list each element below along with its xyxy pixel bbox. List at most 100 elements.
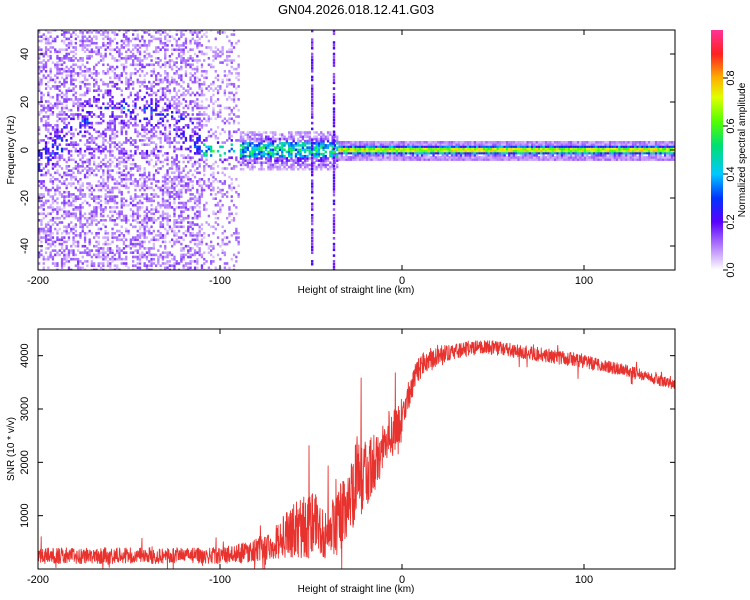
heatmap-cell <box>145 251 149 254</box>
heatmap-cell <box>212 50 215 54</box>
heatmap-cell <box>63 54 66 58</box>
heatmap-cell <box>65 227 68 231</box>
heatmap-cell <box>453 154 456 157</box>
heatmap-cell <box>44 214 48 218</box>
heatmap-cell <box>453 145 456 148</box>
heatmap-cell <box>111 141 114 144</box>
heatmap-cell <box>336 146 339 149</box>
heatmap-cell <box>476 149 479 153</box>
heatmap-cell <box>354 151 357 155</box>
heatmap-cell <box>40 180 43 183</box>
heatmap-cell <box>93 216 96 220</box>
heatmap-cell <box>313 135 316 139</box>
heatmap-cell <box>152 208 155 211</box>
heatmap-cell <box>453 156 456 159</box>
heatmap-cell <box>72 143 75 146</box>
heatmap-cell <box>285 142 288 145</box>
heatmap-cell <box>118 255 121 259</box>
heatmap-cell <box>173 117 176 121</box>
heatmap-cell <box>416 143 419 146</box>
heatmap-cell <box>226 216 229 220</box>
heatmap-cell <box>83 119 87 123</box>
heatmap-cell <box>166 134 169 138</box>
heatmap-cell <box>86 175 89 179</box>
heatmap-cell <box>177 225 181 229</box>
heatmap-cell <box>159 39 162 43</box>
heatmap-cell <box>196 180 199 183</box>
heatmap-cell <box>239 133 243 136</box>
heatmap-cell <box>262 139 265 143</box>
heatmap-cell <box>99 30 103 32</box>
heatmap-cell <box>173 257 176 261</box>
heatmap-cell <box>65 240 68 244</box>
heatmap-cell <box>182 186 185 190</box>
heatmap-cell <box>132 108 135 112</box>
heatmap-cell <box>148 260 151 263</box>
heatmap-cell <box>308 157 311 160</box>
heatmap-cell <box>109 143 112 146</box>
heatmap-cell <box>164 266 167 270</box>
heatmap-cell <box>434 156 437 159</box>
heatmap-cell <box>95 268 98 270</box>
heatmap-cell <box>242 159 245 162</box>
heatmap-cell <box>251 150 254 154</box>
heatmap-cell <box>331 148 334 152</box>
heatmap-cell <box>109 195 112 198</box>
heatmap-cell <box>214 113 217 116</box>
heatmap-cell <box>304 131 307 134</box>
heatmap-cell <box>148 160 151 164</box>
heatmap-cell <box>180 188 183 192</box>
heatmap-cell <box>54 124 57 127</box>
heatmap-cell <box>111 178 114 181</box>
heatmap-cell <box>116 82 119 86</box>
heatmap-cell <box>322 154 325 158</box>
heatmap-cell <box>409 143 412 146</box>
heatmap-cell <box>145 175 149 179</box>
heatmap-cell <box>210 128 213 131</box>
heatmap-cell <box>187 225 190 229</box>
heatmap-cell <box>237 236 240 239</box>
heatmap-cell <box>210 65 213 69</box>
heatmap-cell <box>164 190 167 194</box>
heatmap-cell <box>407 141 410 144</box>
heatmap-cell <box>232 119 236 123</box>
heatmap-cell <box>196 70 199 73</box>
heatmap-cell <box>106 186 110 190</box>
heatmap-cell <box>152 126 155 129</box>
heatmap-cell <box>251 142 254 145</box>
heatmap-cell <box>297 152 300 156</box>
heatmap-cell <box>345 141 348 144</box>
heatmap-cell <box>118 212 121 216</box>
heatmap-cell <box>54 141 57 144</box>
heatmap-cell <box>93 253 96 257</box>
heatmap-cell <box>189 221 192 224</box>
heatmap-cell <box>132 167 135 170</box>
heatmap-cell <box>60 221 64 224</box>
heatmap-cell <box>77 102 80 105</box>
heatmap-cell <box>161 240 165 244</box>
heatmap-cell <box>93 139 96 142</box>
heatmap-cell <box>95 115 98 118</box>
heatmap-cell <box>42 262 45 265</box>
heatmap-cell <box>99 132 103 136</box>
heatmap-cell <box>198 193 201 196</box>
heatmap-cell <box>304 135 307 139</box>
heatmap-cell <box>132 214 135 218</box>
heatmap-cell <box>196 139 199 142</box>
heatmap-cell <box>459 151 463 155</box>
heatmap-cell <box>164 206 167 209</box>
heatmap-cell <box>67 46 71 49</box>
heatmap-cell <box>171 52 174 56</box>
heatmap-cell <box>70 251 73 254</box>
heatmap-cell <box>216 165 220 168</box>
heatmap-cell <box>56 35 59 38</box>
heatmap-cell <box>152 35 155 38</box>
heatmap-cell <box>228 82 231 86</box>
heatmap-cell <box>90 193 93 196</box>
heatmap-cell <box>38 72 41 75</box>
heatmap-cell <box>72 167 75 170</box>
heatmap-cell <box>102 113 105 116</box>
heatmap-cell <box>132 154 135 157</box>
heatmap-cell <box>113 134 116 138</box>
heatmap-cell <box>333 146 337 149</box>
